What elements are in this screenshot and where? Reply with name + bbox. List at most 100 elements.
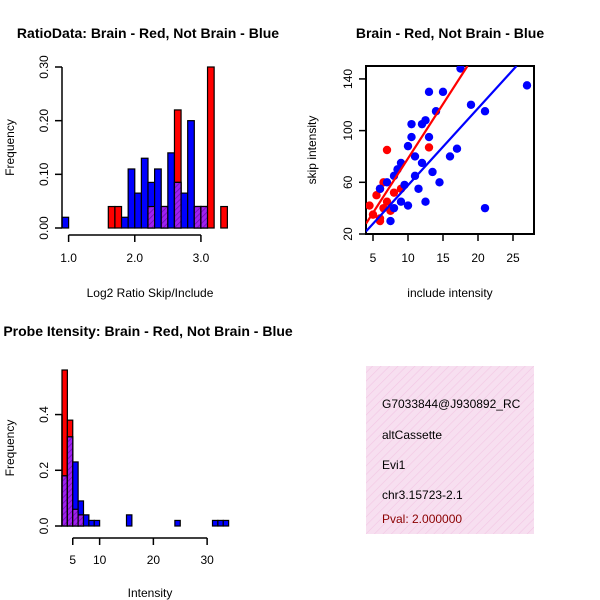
not-brain-point <box>407 119 416 129</box>
not-brain-point <box>452 144 462 153</box>
y-tick-label: 0.2 <box>37 462 51 479</box>
not-brain-point <box>466 100 476 109</box>
info-panel: G7033844@J930892_RC altCassette Evi1 chr… <box>366 366 534 534</box>
not-brain-bar <box>120 216 129 229</box>
not-brain-point <box>403 141 413 151</box>
y-tick-label: 20 <box>341 227 355 241</box>
info-panel-background <box>366 366 534 534</box>
not-brain-bar <box>125 514 133 527</box>
not-brain-point <box>435 178 444 187</box>
not-brain-point <box>480 203 490 213</box>
y-tick-label: 140 <box>341 69 355 89</box>
not-brain-bar <box>154 168 162 229</box>
plot-frame <box>365 65 535 235</box>
not-brain-point <box>396 197 406 206</box>
y-tick-label: 0.30 <box>37 55 51 79</box>
x-axis-label: Intensity <box>128 586 173 600</box>
not-brain-point <box>421 197 430 206</box>
info-probe-id: G7033844@J930892_RC <box>382 397 521 411</box>
y-tick-label: 100 <box>341 120 355 140</box>
not-brain-bar <box>140 157 149 229</box>
y-axis-label: Frequency <box>3 119 17 176</box>
brain-bar <box>220 205 228 229</box>
overlap-bar <box>61 475 68 527</box>
not-brain-point <box>445 152 455 161</box>
overlap-bar <box>147 205 156 229</box>
x-tick-label: 10 <box>93 553 107 567</box>
brain-point <box>424 143 434 152</box>
info-gene: Evi1 <box>382 458 406 472</box>
brain-fit-line <box>366 66 469 225</box>
not-brain-bar <box>61 216 70 229</box>
brain-point <box>382 197 392 206</box>
ratio-histogram: 1.0 2.0 3.0 0.00 0.10 0.20 0.30 RatioData: Brai… <box>3 25 279 300</box>
x-tick-label: 20 <box>471 251 485 265</box>
overlap-bar <box>66 436 74 527</box>
x-axis-label: include intensity <box>407 286 492 300</box>
brain-point <box>382 145 392 155</box>
not-brain-point <box>424 87 434 97</box>
chart-title: RatioData: Brain - Red, Not Brain - Blue <box>17 25 279 41</box>
x-axis-label: Log2 Ratio Skip/Include <box>87 286 214 300</box>
chart-title: Brain - Red, Not Brain - Blue <box>356 25 544 41</box>
info-pval: Pval: 2.000000 <box>382 512 462 526</box>
plot-area <box>366 66 532 233</box>
y-axis-label: Frequency <box>3 420 17 477</box>
not-brain-bar <box>174 519 181 527</box>
overlap-bar <box>173 181 182 229</box>
overlap-bar <box>160 205 169 229</box>
chart-title: Probe Itensity: Brain - Red, Not Brain -… <box>3 323 293 339</box>
not-brain-point <box>389 203 399 213</box>
not-brain-point <box>417 158 427 168</box>
not-brain-bar <box>187 120 195 229</box>
overlap-bar <box>200 205 209 229</box>
not-brain-point <box>456 66 465 73</box>
x-tick-label: 5 <box>69 553 76 567</box>
not-brain-bar <box>88 519 95 527</box>
overlap-bar <box>77 514 85 527</box>
brain-point <box>366 201 374 210</box>
y-tick-label: 60 <box>341 175 355 189</box>
not-brain-point <box>403 201 413 210</box>
x-tick-label: 30 <box>200 553 214 567</box>
not-brain-point <box>421 116 430 125</box>
not-brain-fit-line <box>366 66 518 233</box>
y-axis-label: skip intensity <box>305 116 319 185</box>
not-brain-bar <box>127 168 136 229</box>
info-event-type: altCassette <box>382 428 442 442</box>
not-brain-bar <box>82 514 90 527</box>
not-brain-point <box>522 81 532 90</box>
not-brain-point <box>480 107 490 116</box>
x-tick-label: 2.0 <box>126 251 143 265</box>
y-tick-label: 0.20 <box>37 109 51 133</box>
not-brain-point <box>428 167 437 177</box>
not-brain-bar <box>93 519 101 527</box>
overlap-bar <box>72 508 79 527</box>
not-brain-bar <box>222 519 230 527</box>
brain-point <box>372 191 381 200</box>
not-brain-bar <box>217 519 224 527</box>
not-brain-bar <box>180 192 189 229</box>
brain-bar <box>206 66 215 229</box>
x-tick-label: 3.0 <box>193 251 210 265</box>
x-tick-label: 20 <box>147 553 161 567</box>
y-tick-label: 0.10 <box>37 162 51 186</box>
intensity-scatter: 5 10 15 20 25 20 60 100 140 Brain - Red, Not Brai… <box>305 25 544 300</box>
not-brain-point <box>382 178 392 187</box>
x-tick-label: 1.0 <box>60 251 77 265</box>
brain-bar <box>114 205 123 229</box>
y-tick-label: 0.4 <box>37 406 51 423</box>
not-brain-point <box>375 184 385 193</box>
brain-point <box>389 188 399 197</box>
not-brain-bar <box>134 192 142 229</box>
x-tick-label: 5 <box>370 251 377 265</box>
y-tick-label: 0.00 <box>37 216 51 240</box>
not-brain-point <box>410 152 420 161</box>
probe-intensity-histogram: 5 10 20 30 0.0 0.2 0.4 Probe Itensity: Brain - … <box>3 323 293 600</box>
x-tick-label: 15 <box>436 251 450 265</box>
not-brain-point <box>407 132 416 142</box>
y-tick-label: 0.0 <box>37 517 51 534</box>
x-tick-label: 10 <box>401 251 415 265</box>
not-brain-point <box>386 216 395 226</box>
